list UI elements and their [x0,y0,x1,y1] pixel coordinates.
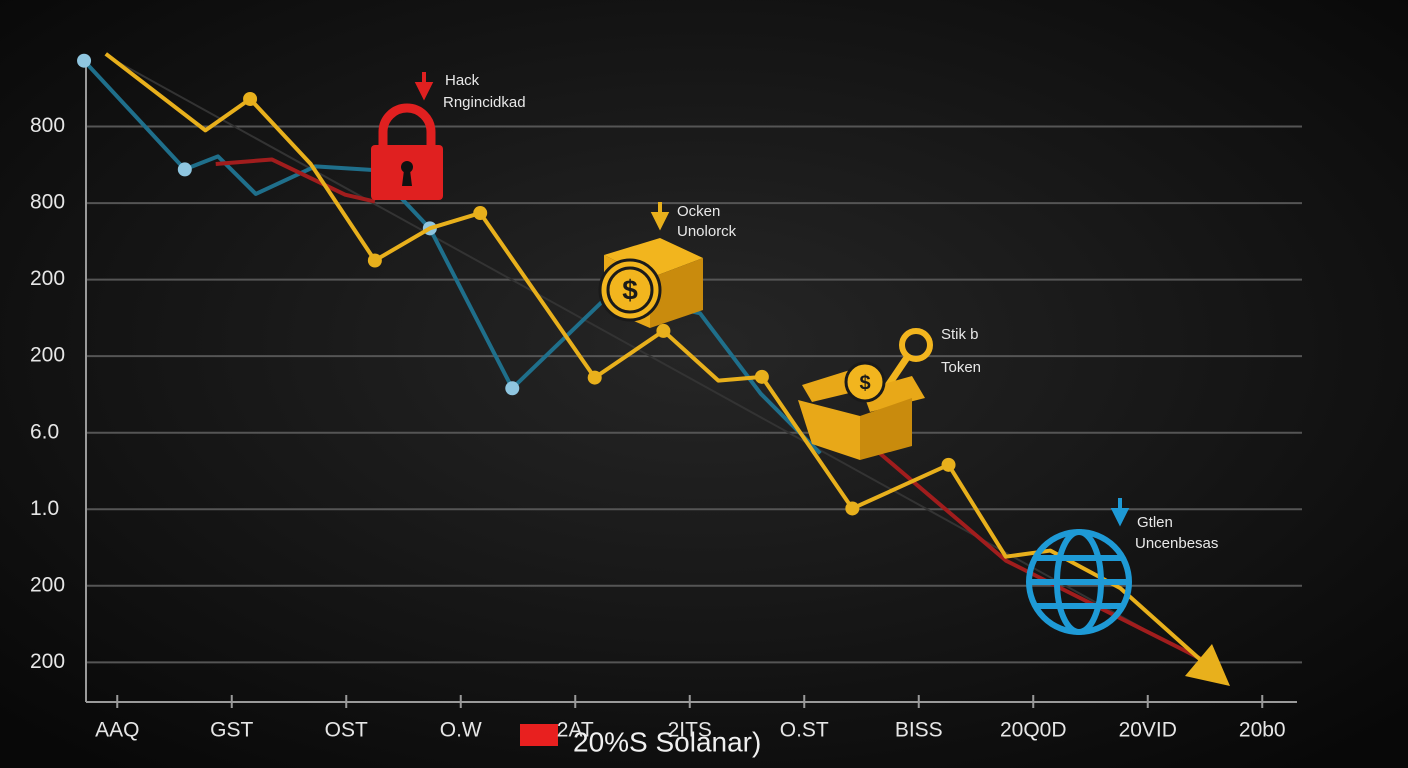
y-tick-label: 6.0 [30,420,59,443]
legend-swatch [520,724,558,746]
point-marker [754,369,769,384]
coin-box-icon: $ [598,202,703,328]
point-marker [587,370,602,385]
x-tick-label: 20Q0D [1000,719,1067,742]
y-tick-label: 200 [30,650,65,673]
x-tick-label: AAQ [95,719,139,742]
x-tick-label: 2AT [557,719,594,742]
svg-text:$: $ [622,274,638,305]
point-marker [505,381,520,396]
x-tick-label: OST [325,719,368,742]
x-tick-label: O.W [440,719,482,742]
annotation: Ocken [677,203,720,220]
point-marker [177,162,192,177]
y-tick-label: 200 [30,267,65,290]
legend-label: 20%S Solanar) [573,726,761,757]
x-tick-label: 20VID [1119,719,1177,742]
point-marker [77,53,92,68]
point-marker [845,501,860,516]
x-tick-label: GST [210,719,253,742]
y-tick-label: 800 [30,191,65,214]
trend-line [104,54,1201,661]
y-tick-label: 200 [30,344,65,367]
x-tick-label: 2ITS [668,719,712,742]
x-tick-label: O.ST [780,719,829,742]
y-tick-label: 200 [30,573,65,596]
point-marker [656,323,671,338]
annotation: Hack [445,72,480,89]
annotation: Unolorck [677,223,737,240]
annotation: Uncenbesas [1135,535,1218,552]
annotation: Gtlen [1137,514,1173,531]
x-tick-label: 20b0 [1239,719,1286,742]
y-tick-label: 800 [30,114,65,137]
svg-text:$: $ [859,372,870,394]
annotation: Stik b [941,326,979,343]
globe-icon [1026,498,1132,635]
point-marker [941,457,956,472]
lock-icon [371,72,443,200]
annotation: Rngincidkad [443,94,526,111]
series-line [215,157,1202,661]
y-tick-label: 1.0 [30,497,59,520]
arrow-head [1185,644,1230,686]
annotation: Token [941,359,981,376]
lines [77,52,1217,675]
open-box-icon: $ [798,328,933,460]
point-marker [243,91,258,106]
point-marker [367,253,382,268]
point-marker [473,206,488,221]
x-tick-label: BISS [895,719,943,742]
legend: 20%S Solanar) [520,724,761,757]
